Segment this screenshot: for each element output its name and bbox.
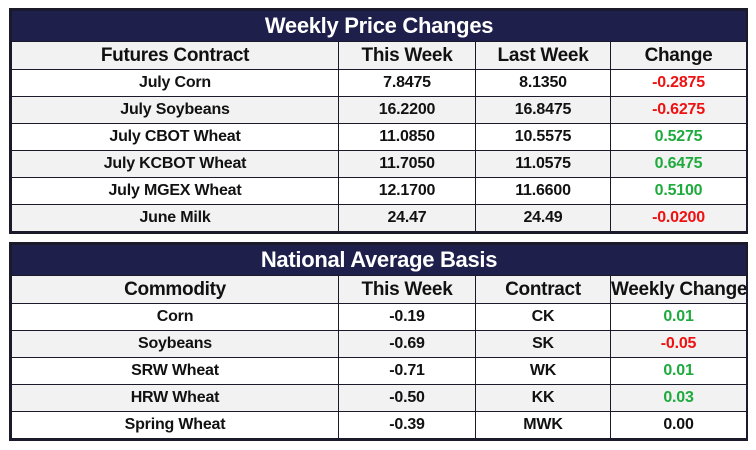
table-row: Spring Wheat -0.39 MWK 0.00 <box>11 411 748 439</box>
cell-last-week: 8.1350 <box>475 69 611 97</box>
cell-commodity: HRW Wheat <box>11 384 339 412</box>
cell-last-week: 11.0575 <box>475 150 611 178</box>
table-row: Soybeans -0.69 SK -0.05 <box>11 330 748 358</box>
cell-contract: WK <box>475 357 611 385</box>
column-header-last-week: Last Week <box>475 41 611 70</box>
cell-weekly-change: 0.00 <box>609 411 748 439</box>
cell-commodity: SRW Wheat <box>11 357 339 385</box>
cell-change: 0.5275 <box>610 123 747 151</box>
cell-futures-contract: July CBOT Wheat <box>11 123 339 151</box>
cell-contract: CK <box>475 303 611 331</box>
cell-change: -0.0200 <box>610 204 747 232</box>
table-row: July MGEX Wheat 12.1700 11.6600 0.5100 <box>11 177 747 205</box>
column-header-change: Change <box>610 41 747 70</box>
table-row: July CBOT Wheat 11.0850 10.5575 0.5275 <box>11 123 747 151</box>
cell-contract: MWK <box>475 411 611 439</box>
cell-last-week: 11.6600 <box>475 177 611 205</box>
cell-contract: KK <box>475 384 611 412</box>
cell-this-week: 11.7050 <box>338 150 476 178</box>
column-header-contract: Contract <box>475 275 611 304</box>
cell-weekly-change: 0.03 <box>609 384 748 412</box>
cell-commodity: Soybeans <box>11 330 339 358</box>
cell-this-week: 7.8475 <box>338 69 476 97</box>
cell-last-week: 24.49 <box>475 204 611 232</box>
table-row: July Soybeans 16.2200 16.8475 -0.6275 <box>11 96 747 124</box>
cell-this-week: 12.1700 <box>338 177 476 205</box>
cell-last-week: 16.8475 <box>475 96 611 124</box>
cell-weekly-change: -0.05 <box>609 330 748 358</box>
cell-change: -0.6275 <box>610 96 747 124</box>
cell-this-week: -0.71 <box>338 357 476 385</box>
cell-this-week: 24.47 <box>338 204 476 232</box>
column-header-this-week: This Week <box>338 41 476 70</box>
column-header-commodity: Commodity <box>11 275 339 304</box>
cell-this-week: -0.69 <box>338 330 476 358</box>
cell-commodity: Spring Wheat <box>11 411 339 439</box>
table-row: July Corn 7.8475 8.1350 -0.2875 <box>11 69 747 97</box>
cell-this-week: 11.0850 <box>338 123 476 151</box>
table-row: Corn -0.19 CK 0.01 <box>11 303 748 331</box>
table-row: HRW Wheat -0.50 KK 0.03 <box>11 384 748 412</box>
cell-change: 0.5100 <box>610 177 747 205</box>
weekly-price-changes-table: Weekly Price Changes Futures Contract Th… <box>9 8 748 234</box>
column-header-this-week: This Week <box>338 275 476 304</box>
cell-futures-contract: July Soybeans <box>11 96 339 124</box>
table-row: SRW Wheat -0.71 WK 0.01 <box>11 357 748 385</box>
table-row: June Milk 24.47 24.49 -0.0200 <box>11 204 747 232</box>
cell-this-week: -0.50 <box>338 384 476 412</box>
cell-futures-contract: July MGEX Wheat <box>11 177 339 205</box>
cell-this-week: 16.2200 <box>338 96 476 124</box>
cell-change: -0.2875 <box>610 69 747 97</box>
cell-commodity: Corn <box>11 303 339 331</box>
cell-change: 0.6475 <box>610 150 747 178</box>
cell-last-week: 10.5575 <box>475 123 611 151</box>
cell-contract: SK <box>475 330 611 358</box>
cell-this-week: -0.19 <box>338 303 476 331</box>
table-row: July KCBOT Wheat 11.7050 11.0575 0.6475 <box>11 150 747 178</box>
national-average-basis-table: National Average Basis Commodity This We… <box>9 242 748 441</box>
national-average-basis-title: National Average Basis <box>10 244 748 276</box>
cell-this-week: -0.39 <box>338 411 476 439</box>
cell-weekly-change: 0.01 <box>609 357 748 385</box>
weekly-price-changes-title: Weekly Price Changes <box>11 10 747 42</box>
cell-futures-contract: July Corn <box>11 69 339 97</box>
cell-futures-contract: June Milk <box>11 204 339 232</box>
column-header-weekly-change: Weekly Change <box>609 275 748 304</box>
cell-weekly-change: 0.01 <box>609 303 748 331</box>
cell-futures-contract: July KCBOT Wheat <box>11 150 339 178</box>
column-header-futures-contract: Futures Contract <box>11 41 339 70</box>
